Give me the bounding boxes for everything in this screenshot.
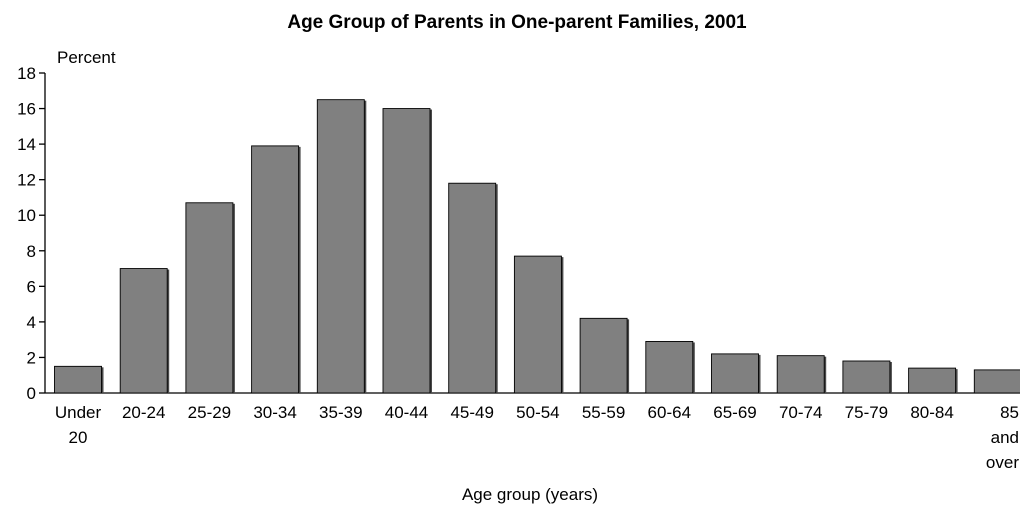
bar-65-69 [711, 353, 759, 394]
y-tick-label: 14 [17, 135, 36, 154]
x-tick-label: 70-74 [779, 403, 822, 422]
bar-40-44 [382, 108, 431, 394]
plot-area: 0 2 4 6 8 10 12 14 16 18 Under 20 20-24 25-29 30-34 35-… [17, 64, 1020, 472]
y-tick-label: 10 [17, 206, 36, 225]
x-tick-label: 30-34 [253, 403, 296, 422]
bar-45-49 [448, 182, 497, 394]
x-tick-label: over [986, 453, 1019, 472]
bar-25-29 [185, 202, 234, 394]
chart-title: Age Group of Parents in One-parent Famil… [287, 12, 747, 33]
y-tick-label: 18 [17, 64, 36, 83]
bar-35-39 [316, 99, 365, 394]
y-tick-label: 0 [27, 384, 36, 403]
y-tick-label: 12 [17, 171, 36, 190]
y-tick-label: 6 [27, 277, 36, 296]
x-tick-label: 40-44 [385, 403, 428, 422]
bar-20-24 [119, 268, 168, 394]
x-tick-label: 85 [1000, 403, 1019, 422]
x-tick-label: 25-29 [188, 403, 231, 422]
x-tick-label: 20-24 [122, 403, 165, 422]
y-tick-label: 16 [17, 100, 36, 119]
x-tick-label: 35-39 [319, 403, 362, 422]
y-axis-label: Percent [57, 48, 116, 67]
bar-70-74 [776, 355, 825, 394]
x-tick-label: 20 [69, 428, 88, 447]
bar-55-59 [579, 317, 628, 394]
x-tick-label: 60-64 [648, 403, 691, 422]
x-tick-label: Under [55, 403, 102, 422]
bar-50-54 [513, 255, 562, 394]
x-axis-label: Age group (years) [462, 485, 598, 504]
bar-75-79 [842, 360, 891, 394]
x-tick-label: 50-54 [516, 403, 559, 422]
y-tick-label: 8 [27, 242, 36, 261]
bar-85-and-over [973, 369, 1020, 394]
bar-30-34 [251, 145, 300, 394]
bar-under-20 [54, 365, 102, 394]
x-tick-label: 65-69 [713, 403, 756, 422]
x-tick-label: 45-49 [450, 403, 493, 422]
x-tick-label: 55-59 [582, 403, 625, 422]
x-tick-label: 80-84 [910, 403, 953, 422]
y-tick-label: 4 [27, 313, 36, 332]
bar-60-64 [645, 340, 694, 394]
y-tick-label: 2 [27, 348, 36, 367]
bar-80-84 [908, 367, 957, 394]
x-tick-label: and [991, 428, 1019, 447]
x-tick-label: 75-79 [845, 403, 888, 422]
